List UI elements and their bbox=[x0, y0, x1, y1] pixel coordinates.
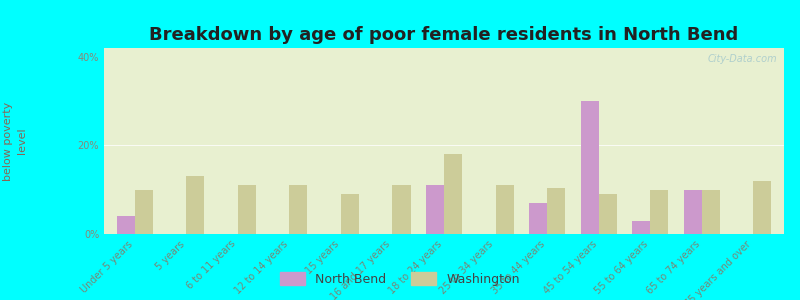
Bar bbox=[753, 181, 771, 234]
Text: City-Data.com: City-Data.com bbox=[707, 54, 778, 64]
Bar bbox=[238, 185, 256, 234]
Bar bbox=[632, 221, 650, 234]
Bar bbox=[135, 190, 153, 234]
Bar bbox=[650, 190, 668, 234]
Text: percentage
below poverty
level: percentage below poverty level bbox=[0, 101, 27, 181]
Bar bbox=[117, 216, 135, 234]
Bar bbox=[426, 185, 444, 234]
Bar bbox=[529, 203, 547, 234]
Bar bbox=[495, 185, 514, 234]
Bar bbox=[341, 194, 359, 234]
Title: Breakdown by age of poor female residents in North Bend: Breakdown by age of poor female resident… bbox=[150, 26, 738, 44]
Bar bbox=[581, 101, 598, 234]
Bar bbox=[290, 185, 307, 234]
Bar bbox=[444, 154, 462, 234]
Bar bbox=[393, 185, 410, 234]
Legend: North Bend, Washington: North Bend, Washington bbox=[275, 267, 525, 291]
Bar bbox=[186, 176, 205, 234]
Bar bbox=[683, 190, 702, 234]
Bar bbox=[598, 194, 617, 234]
Bar bbox=[702, 190, 720, 234]
Bar bbox=[547, 188, 565, 234]
